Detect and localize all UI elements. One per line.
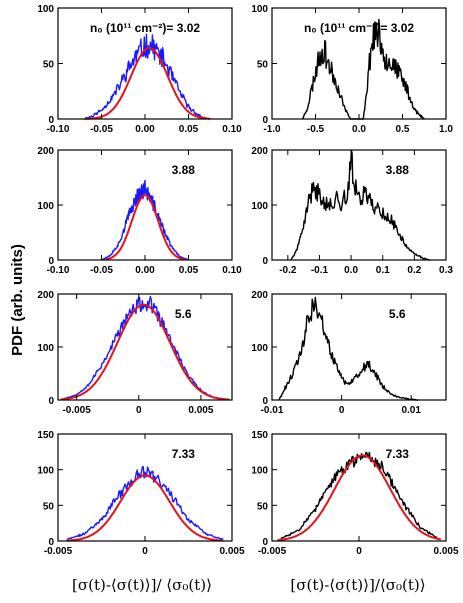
x-tick-label: -0.05 — [90, 124, 113, 135]
y-tick-label: 0 — [48, 256, 54, 267]
x-tick-label: 0.0 — [352, 124, 366, 135]
panel-annotation: 3.88 — [172, 163, 196, 177]
x-tick-label: 0.005 — [433, 546, 458, 557]
x-tick-label: 0.00 — [135, 265, 155, 276]
plot-frame — [57, 293, 233, 401]
x-tick-label: 0.05 — [179, 265, 199, 276]
y-tick-label: 100 — [251, 343, 268, 354]
x-tick-label: 0.00 — [135, 124, 155, 135]
chart-row2-right: -0.2 -0.1 0.0 0.1 0.2 0.3 0 100 200 3.88 — [251, 146, 453, 276]
x-tick-label: 0 — [356, 546, 362, 557]
series-histogram-row3-right — [278, 296, 419, 401]
series-gaussian-row2-left — [105, 194, 185, 261]
y-tick-label: 100 — [37, 201, 54, 212]
x-tick-label: -0.10 — [47, 124, 70, 135]
x-tick-label: 0.05 — [179, 124, 199, 135]
plot-frame — [271, 433, 447, 542]
x-tick-label: -0.10 — [47, 265, 70, 276]
plot-frame — [271, 293, 447, 401]
y-tick-label: 100 — [37, 466, 54, 477]
y-tick-label: 50 — [43, 501, 55, 512]
x-tick-label: 0 — [136, 405, 142, 416]
x-tick-label: -0.005 — [44, 546, 73, 557]
panel-annotation: n₀ (10¹¹ cm⁻²)= 3.02 — [90, 21, 200, 35]
panel-annotation: 7.33 — [386, 447, 410, 461]
x-tick-label: -0.2 — [279, 265, 297, 276]
y-tick-label: 200 — [251, 146, 268, 157]
series-gaussian-row4-left — [66, 474, 224, 542]
x-axis-label-left: [σ(t)-⟨σ(t)⟩]/ ⟨σ₀(t)⟩ — [72, 576, 212, 594]
y-tick-label: 0 — [48, 537, 54, 548]
x-axis-label-right: [σ(t)-⟨σ(t)⟩]/⟨σ₀(t)⟩ — [290, 576, 425, 594]
y-tick-label: 150 — [37, 430, 54, 441]
plot-frame — [57, 149, 233, 261]
y-tick-label: 0 — [262, 537, 268, 548]
y-tick-label: 100 — [251, 466, 268, 477]
chart-row2-left: -0.10 -0.05 0.00 0.05 0.10 0 100 200 3.88 — [37, 146, 242, 276]
panel-annotation: 5.6 — [175, 307, 192, 321]
chart-row3-left: -0.005 0 0.005 0 100 200 5.6 — [37, 290, 233, 416]
series-histogram-row2-left — [101, 179, 190, 261]
x-tick-label: -0.01 — [261, 405, 284, 416]
series-histogram-row1-left — [84, 33, 206, 120]
y-tick-label: 100 — [251, 4, 268, 15]
panel-annotation: 7.33 — [172, 447, 196, 461]
y-tick-label: 50 — [257, 501, 269, 512]
x-tick-label: 1.0 — [439, 124, 453, 135]
y-tick-label: 150 — [251, 430, 268, 441]
x-tick-label: 0.5 — [396, 124, 410, 135]
x-tick-label: 0 — [142, 546, 148, 557]
x-tick-label: 0.10 — [222, 124, 242, 135]
x-tick-label: -0.5 — [307, 124, 325, 135]
y-tick-label: 0 — [48, 396, 54, 407]
y-tick-label: 0 — [48, 115, 54, 126]
y-tick-label: 200 — [251, 290, 268, 301]
x-tick-label: 0.3 — [439, 265, 453, 276]
x-tick-label: 0.2 — [407, 265, 421, 276]
y-tick-label: 100 — [37, 343, 54, 354]
panel-annotation: 5.6 — [389, 307, 406, 321]
chart-row1-left: -0.10 -0.05 0.00 0.05 0.10 0 50 100 n₀ (10¹¹ cm⁻… — [37, 4, 242, 135]
series-gaussian-row4-right — [277, 454, 442, 542]
x-tick-label: -0.005 — [62, 405, 91, 416]
series-gaussian-row1-left — [85, 47, 211, 120]
y-tick-label: 200 — [37, 290, 54, 301]
x-tick-label: -0.1 — [311, 265, 329, 276]
series-histogram-row4-left — [66, 466, 224, 541]
x-tick-label: 0 — [339, 405, 345, 416]
series-gaussian-row3-left — [60, 303, 230, 401]
y-axis-label: PDF (arb. units) — [9, 244, 26, 356]
x-tick-label: 0.10 — [222, 265, 242, 276]
y-tick-label: 0 — [262, 115, 268, 126]
plot-frame — [57, 433, 233, 542]
y-tick-label: 100 — [251, 201, 268, 212]
panel-annotation: 3.88 — [386, 163, 410, 177]
y-tick-label: 50 — [257, 60, 269, 71]
x-tick-label: -0.005 — [258, 546, 287, 557]
x-tick-label: 0.01 — [401, 405, 421, 416]
x-tick-label: 0.005 — [219, 546, 244, 557]
y-tick-label: 200 — [37, 146, 54, 157]
y-tick-label: 0 — [262, 256, 268, 267]
y-tick-label: 0 — [262, 396, 268, 407]
chart-row1-right: -1.0 -0.5 0.0 0.5 1.0 0 50 100 n₀ (10¹¹ cm⁻²)= 3… — [251, 4, 453, 135]
x-tick-label: -1.0 — [263, 124, 281, 135]
series-histogram-row3-left — [63, 295, 226, 400]
x-tick-label: 0.1 — [376, 265, 390, 276]
y-tick-label: 100 — [37, 4, 54, 15]
x-tick-label: 0.005 — [188, 405, 213, 416]
series-histogram-row2-right — [290, 149, 431, 261]
x-tick-label: -0.05 — [90, 265, 113, 276]
x-tick-label: 0.0 — [344, 265, 358, 276]
panel-annotation: n₀ (10¹¹ cm⁻²)= 3.02 — [304, 21, 414, 35]
y-tick-label: 50 — [43, 60, 55, 71]
